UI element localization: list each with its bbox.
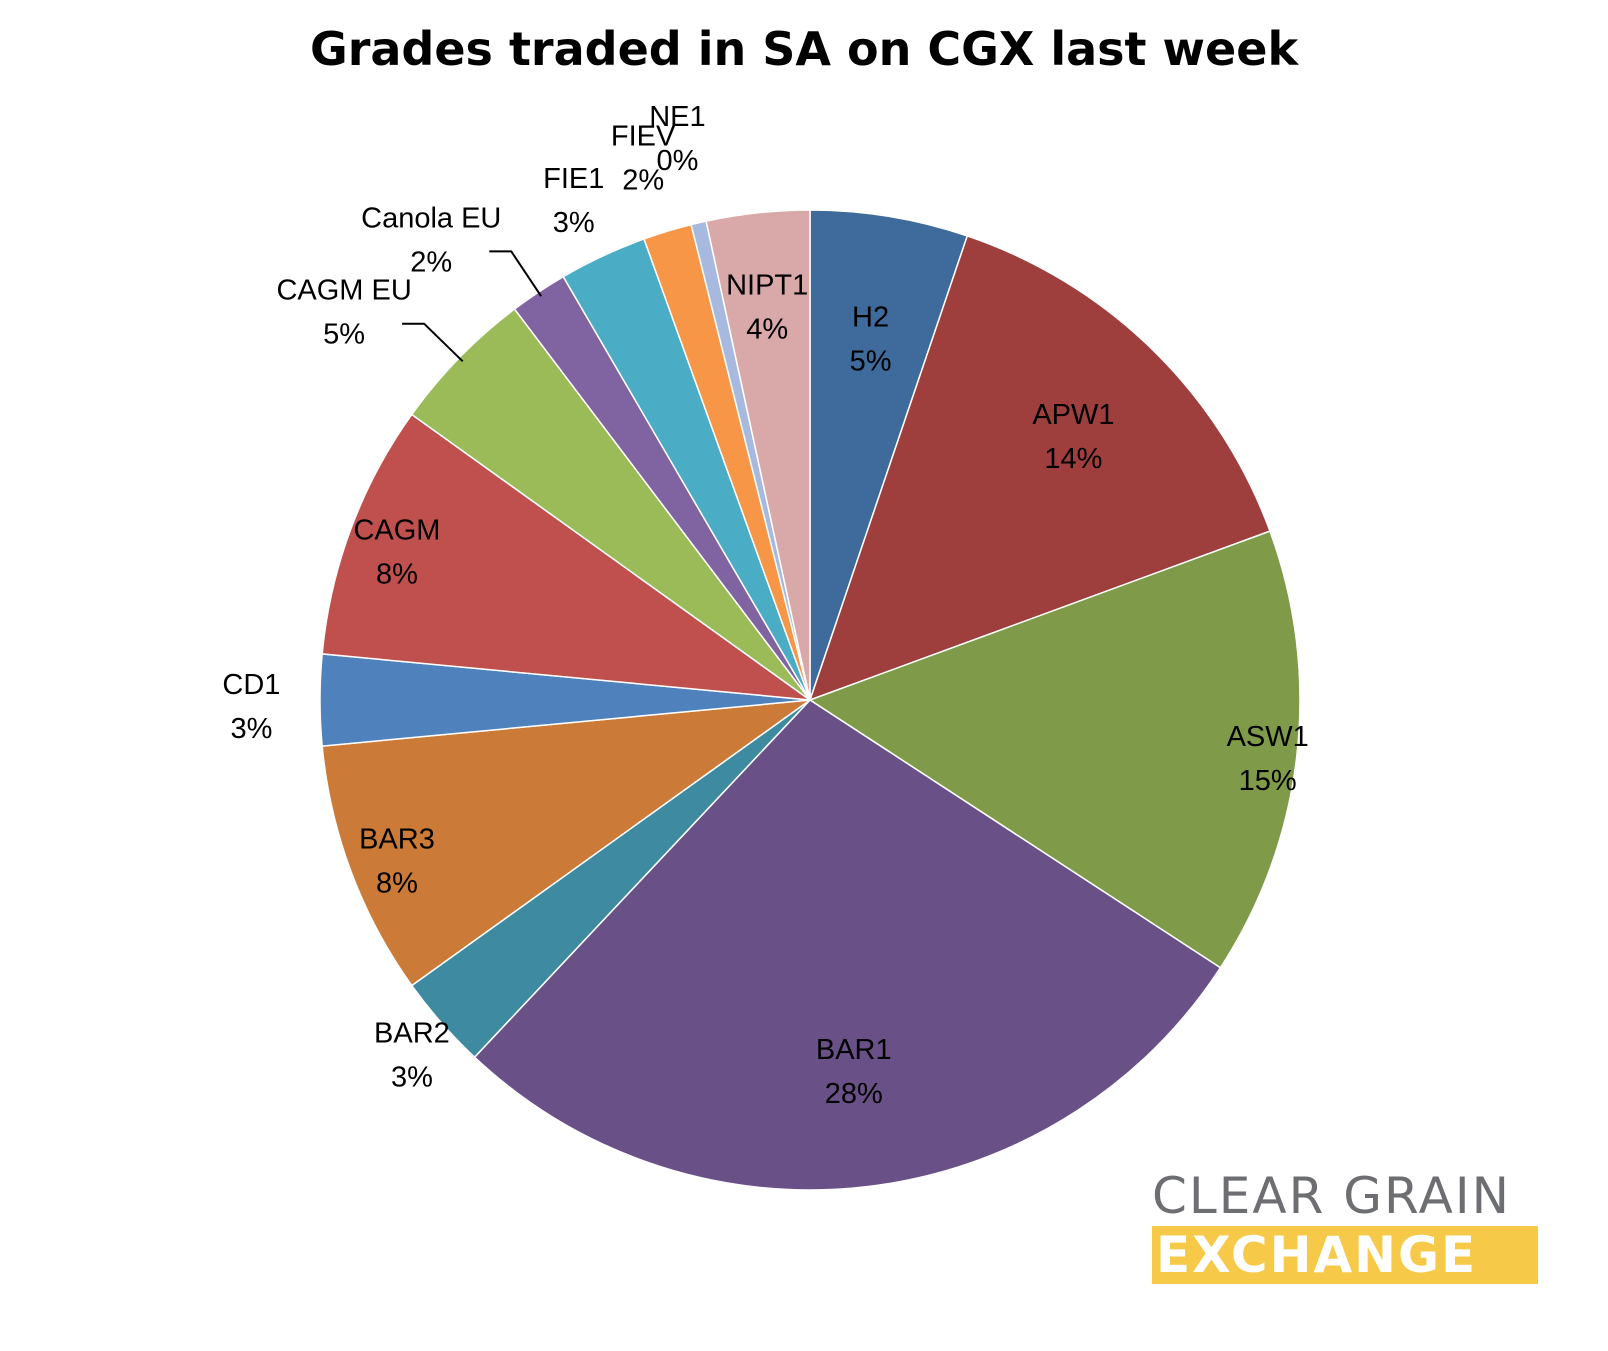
- chart-title: Grades traded in SA on CGX last week: [309, 22, 1299, 76]
- slice-pct-h2: 5%: [850, 346, 892, 378]
- logo-line2: EXCHANGE: [1152, 1226, 1538, 1284]
- slice-pct-canola-eu: 2%: [410, 246, 452, 278]
- slice-label-cagm: CAGM: [353, 514, 440, 546]
- slice-label-cd1: CD1: [222, 669, 280, 701]
- pie-slice-apw1: [808, 234, 1271, 702]
- pie-slices: [319, 209, 1301, 1191]
- slice-pct-bar2: 3%: [391, 1062, 433, 1094]
- slice-pct-apw1: 14%: [1044, 443, 1102, 475]
- slice-pct-cagm: 8%: [376, 558, 418, 590]
- slice-label-bar3: BAR3: [359, 824, 435, 856]
- slice-labels: H2 5% APW1 14% ASW1 15% BAR1 28% BAR2 3% BAR3 8% CD1…: [222, 101, 1308, 1110]
- slice-label-nipt1: NIPT1: [726, 269, 808, 301]
- slice-pct-nipt1: 4%: [746, 313, 788, 345]
- leader-lines: [402, 250, 542, 363]
- slice-label-bar2: BAR2: [374, 1018, 450, 1050]
- slice-pct-bar1: 28%: [825, 1078, 883, 1110]
- pie-slice-nipt1: [705, 209, 811, 701]
- leader-line-cagm-eu: [402, 322, 464, 363]
- slice-label-asw1: ASW1: [1227, 721, 1309, 753]
- slice-pct-asw1: 15%: [1239, 765, 1297, 797]
- pie-slice-bar1: [473, 699, 1222, 1191]
- pie-slice-h2: [809, 209, 969, 701]
- slice-label-h2: H2: [852, 302, 889, 334]
- clear-grain-exchange-logo: CLEAR GRAIN EXCHANGE: [1152, 1168, 1542, 1284]
- slice-label-fiev: FIEV: [611, 121, 676, 153]
- slice-label-bar1: BAR1: [816, 1034, 892, 1066]
- pie-slice-cagm: [321, 413, 813, 702]
- leader-line-canola-eu: [489, 250, 542, 297]
- slice-pct-fiev: 2%: [622, 165, 664, 197]
- pie-slice-bar3: [321, 698, 813, 987]
- slice-pct-cagm-eu: 5%: [323, 319, 365, 351]
- slice-label-cagm-eu: CAGM EU: [276, 275, 411, 307]
- slice-label-fie1: FIE1: [543, 163, 604, 195]
- slice-pct-ne1: 0%: [656, 145, 698, 177]
- slice-pct-fie1: 3%: [553, 207, 595, 239]
- slice-pct-cd1: 3%: [230, 713, 272, 745]
- slice-label-canola-eu: Canola EU: [361, 202, 501, 234]
- slice-label-apw1: APW1: [1032, 399, 1114, 431]
- slice-label-ne1: NE1: [649, 101, 705, 133]
- logo-line1: CLEAR GRAIN: [1152, 1167, 1512, 1225]
- pie-slice-asw1: [808, 530, 1301, 969]
- slice-pct-bar3: 8%: [376, 868, 418, 900]
